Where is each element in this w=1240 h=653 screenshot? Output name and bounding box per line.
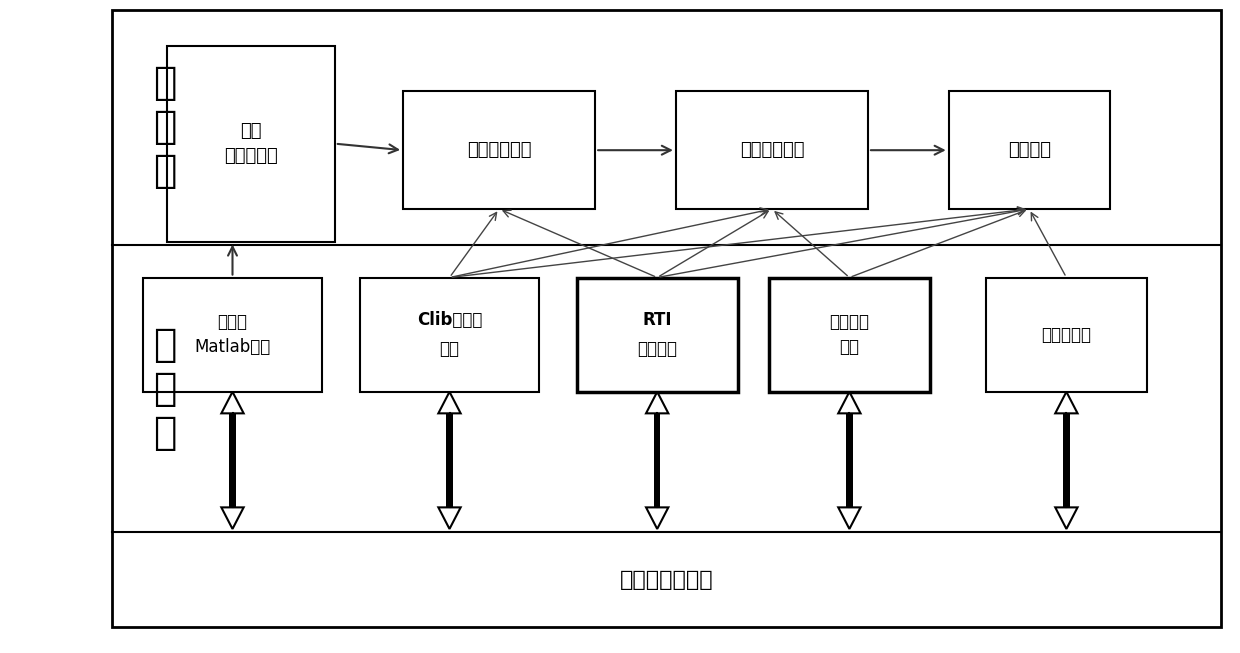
- Text: 技
术
层: 技 术 层: [154, 326, 176, 451]
- Bar: [446, 413, 453, 507]
- Bar: [847, 413, 853, 507]
- Text: 多线程
Matlab引擎: 多线程 Matlab引擎: [195, 313, 270, 356]
- Bar: [577, 278, 738, 392]
- Text: 性能评估: 性能评估: [1008, 141, 1050, 159]
- Bar: [143, 278, 322, 392]
- Bar: [360, 278, 539, 392]
- Bar: [403, 91, 595, 209]
- Bar: [986, 278, 1147, 392]
- Text: 驱动程序: 驱动程序: [637, 340, 677, 358]
- Bar: [655, 413, 661, 507]
- Text: 编程: 编程: [439, 340, 460, 358]
- Bar: [112, 10, 1221, 627]
- Text: 实时仿真功能: 实时仿真功能: [739, 141, 805, 159]
- Text: RTI: RTI: [642, 311, 672, 329]
- Text: 离线仿真功能: 离线仿真功能: [466, 141, 532, 159]
- Text: 用
户
层: 用 户 层: [154, 65, 176, 190]
- Text: 仿真
模型方法库: 仿真 模型方法库: [224, 122, 278, 165]
- Text: 仿真参数
解析: 仿真参数 解析: [830, 313, 869, 356]
- Text: Clib函数库: Clib函数库: [417, 311, 482, 329]
- Bar: [1064, 413, 1070, 507]
- Bar: [167, 46, 335, 242]
- Bar: [229, 413, 236, 507]
- Bar: [949, 91, 1110, 209]
- Text: 仿真与验证平台: 仿真与验证平台: [620, 569, 713, 590]
- Bar: [769, 278, 930, 392]
- Text: 仿真数据库: 仿真数据库: [1042, 326, 1091, 343]
- Bar: [676, 91, 868, 209]
